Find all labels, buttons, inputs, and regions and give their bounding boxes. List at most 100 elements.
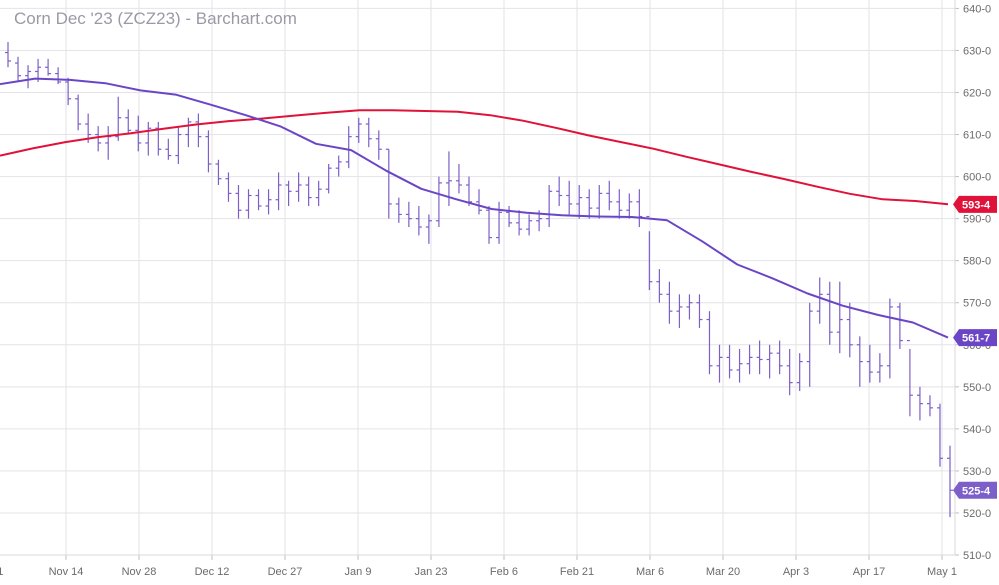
price-bar: [315, 180, 322, 207]
price-bar: [165, 138, 172, 160]
y-tick-label: 640-0: [963, 3, 991, 15]
price-bar: [365, 117, 372, 148]
price-bar: [636, 189, 643, 228]
price-bar: [405, 201, 412, 228]
price-bar: [335, 155, 342, 177]
x-tick-label: Mar 6: [636, 566, 664, 578]
price-bar: [676, 294, 683, 328]
price-bar: [616, 189, 623, 219]
y-tick-label: 530-0: [963, 466, 991, 478]
line-ma_fast: [0, 77, 949, 339]
price-bar: [175, 126, 182, 164]
price-bar: [115, 96, 122, 141]
price-bars: [5, 42, 953, 518]
price-bar: [686, 294, 693, 320]
line-ma_slow: [0, 109, 949, 206]
price-bar: [566, 180, 573, 215]
price-bar: [15, 56, 22, 82]
price-bar: [105, 126, 112, 160]
y-tick-label: 630-0: [963, 45, 991, 57]
price-bar: [596, 185, 603, 219]
price-bar: [886, 298, 893, 379]
price-bar: [556, 176, 563, 207]
price-bar: [856, 336, 863, 387]
price-bar: [926, 395, 933, 417]
price-bar: [876, 353, 883, 383]
price-bar: [415, 206, 422, 236]
x-tick-label: Feb 6: [490, 566, 518, 578]
price-bar: [225, 172, 232, 202]
price-bar: [215, 159, 222, 185]
price-bar: [766, 344, 773, 379]
price-bar: [756, 340, 763, 375]
x-tick-label: c 31: [0, 566, 3, 578]
price-bar: [916, 386, 923, 421]
price-bar: [275, 172, 282, 211]
price-bar: [355, 117, 362, 143]
price-bar: [816, 277, 823, 324]
price-bar: [195, 113, 202, 148]
price-bar: [516, 210, 523, 236]
price-bar: [626, 193, 633, 219]
price-bar: [786, 348, 793, 396]
x-tick-label: Feb 21: [560, 566, 594, 578]
price-bar: [716, 344, 723, 383]
price-bar: [125, 109, 132, 135]
price-bar: [706, 311, 713, 375]
price-bar: [205, 130, 212, 173]
last-value-badge-label: 525-4: [962, 485, 991, 497]
price-bar: [666, 281, 673, 324]
x-tick-label: Dec 27: [268, 566, 303, 578]
price-bar: [906, 339, 913, 417]
price-bar: [936, 403, 943, 467]
price-bar: [155, 121, 162, 156]
price-bar: [586, 189, 593, 219]
price-bar: [646, 215, 653, 291]
x-tick-label: Mar 20: [706, 566, 740, 578]
y-tick-label: 510-0: [963, 550, 991, 562]
y-tick-label: 520-0: [963, 508, 991, 520]
x-tick-label: Dec 12: [195, 566, 230, 578]
price-bar: [395, 197, 402, 223]
price-bar: [345, 126, 352, 169]
price-bar: [896, 302, 903, 349]
price-bar: [496, 201, 503, 244]
price-bar: [776, 340, 783, 375]
y-tick-label: 540-0: [963, 424, 991, 436]
price-bar: [255, 189, 262, 211]
price-bar: [285, 180, 292, 207]
price-bar: [325, 163, 332, 194]
price-bar: [135, 115, 142, 152]
price-bar: [55, 67, 62, 85]
price-bar: [526, 214, 533, 236]
price-bar: [305, 176, 312, 207]
x-tick-label: Jan 23: [414, 566, 447, 578]
y-tick-label: 570-0: [963, 298, 991, 310]
price-bar: [736, 348, 743, 383]
last-value-badges: 593-4 561-7 525-4: [953, 195, 997, 499]
x-tick-label: Apr 3: [783, 566, 809, 578]
price-bar: [245, 189, 252, 219]
price-bar: [75, 94, 82, 131]
price-bar: [696, 294, 703, 328]
y-tick-label: 550-0: [963, 382, 991, 394]
price-bar: [656, 269, 663, 303]
price-bar: [435, 176, 442, 228]
price-bar: [235, 185, 242, 219]
last-value-badge: [953, 481, 997, 499]
price-bar: [145, 121, 152, 156]
price-bar: [425, 214, 432, 244]
y-tick-label: 590-0: [963, 214, 991, 226]
price-bar: [726, 344, 733, 379]
price-bar: [806, 302, 813, 387]
price-bar: [476, 189, 482, 215]
price-bar: [866, 344, 873, 383]
x-tick-label: Jan 9: [345, 566, 372, 578]
price-bar: [385, 148, 392, 219]
moving-average-lines: [0, 77, 949, 339]
price-bar: [25, 65, 32, 89]
y-tick-label: 610-0: [963, 130, 991, 142]
